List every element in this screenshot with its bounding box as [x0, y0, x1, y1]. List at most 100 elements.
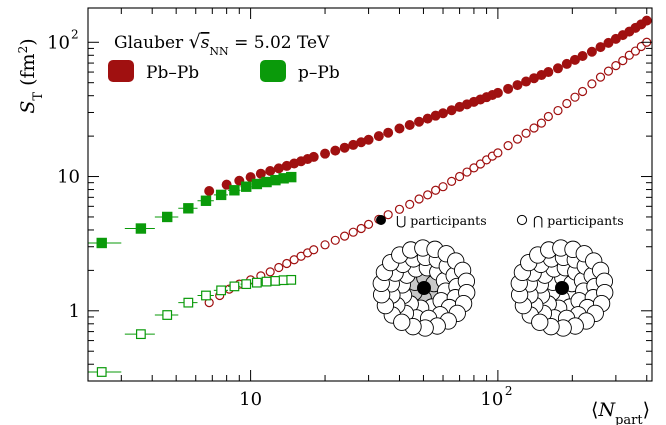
data-point [261, 176, 272, 188]
x-tick-exponent: 2 [505, 384, 513, 398]
data-point [282, 258, 292, 269]
y-tick-label: 10 [47, 32, 70, 53]
legend-swatch [108, 60, 134, 82]
data-point [529, 123, 539, 133]
x-axis-title: ⟨Npart⟩ [591, 399, 650, 425]
data-point [503, 140, 513, 151]
data-point [162, 310, 173, 320]
data-point [577, 86, 588, 97]
union-label: ⋃ participants [396, 213, 487, 228]
data-point [586, 46, 597, 57]
data-point [330, 145, 341, 156]
data-point [438, 182, 448, 192]
data-point [363, 134, 374, 145]
projectile-nucleon [555, 281, 569, 295]
nucleus [372, 239, 476, 337]
data-point [204, 186, 215, 197]
data-point [330, 235, 340, 245]
data-point [536, 118, 547, 128]
data-point [512, 134, 523, 144]
data-point [543, 111, 553, 122]
data-point [356, 223, 366, 234]
data-point [595, 42, 606, 53]
legend-swatch [260, 60, 286, 82]
data-point [552, 63, 563, 74]
plot-frame [87, 7, 653, 382]
data-point [595, 72, 606, 82]
data-point [286, 171, 297, 183]
x-tick-label: 10 [480, 389, 503, 410]
data-point [447, 176, 457, 186]
y-tick-exponent: 2 [71, 27, 79, 41]
data-point [96, 237, 107, 249]
data-point [383, 210, 393, 220]
data-point [404, 120, 415, 131]
data-point [265, 165, 276, 176]
nucleus [510, 239, 614, 337]
data-point [255, 168, 266, 179]
data-point [561, 58, 572, 69]
y-axis-title: ST (fm2) [16, 38, 46, 113]
projectile-nucleon [417, 281, 431, 295]
y-tick-label: 10 [57, 167, 80, 188]
data-point [229, 185, 240, 196]
intersection-marker [516, 214, 528, 226]
data-point [618, 56, 628, 66]
nucleon-inset: ⋃ participants ⋂ participants [372, 213, 624, 337]
data-point [553, 105, 563, 116]
data-point [543, 67, 554, 78]
data-point [577, 51, 588, 62]
data-point [363, 219, 374, 230]
legend-label: Pb–Pb [146, 63, 199, 83]
data-point [274, 262, 284, 273]
data-point [454, 171, 465, 182]
data-point [265, 267, 275, 277]
legend-label: p–Pb [298, 63, 340, 83]
data-point [320, 240, 330, 250]
data-point [469, 163, 479, 173]
data-point [562, 98, 572, 109]
data-point [462, 167, 472, 177]
data-point [340, 231, 350, 241]
data-point [241, 279, 252, 290]
data-point [383, 127, 394, 138]
legend: Glauber √sNN = 5.02 TeV Pb–Pb p–Pb [108, 31, 340, 83]
data-point [309, 245, 319, 255]
union-marker [376, 215, 386, 225]
data-point [394, 123, 405, 134]
data-point [286, 274, 297, 285]
data-point [373, 131, 384, 142]
data-point [570, 92, 580, 102]
data-point [221, 179, 232, 190]
data-point [183, 297, 194, 308]
data-point [492, 87, 503, 98]
data-point [251, 277, 262, 288]
data-point [162, 211, 173, 223]
data-point [405, 199, 415, 210]
data-point [135, 329, 146, 340]
data-point [438, 108, 449, 119]
data-point [414, 194, 424, 204]
data-point [611, 61, 621, 71]
data-point [320, 148, 331, 159]
data-point [431, 185, 441, 195]
data-point [512, 80, 523, 91]
data-point [229, 281, 240, 292]
data-point [216, 285, 227, 296]
data-point [339, 142, 350, 153]
data-point [503, 83, 514, 94]
data-point [587, 79, 597, 89]
data-point [241, 181, 252, 192]
data-point [251, 178, 263, 190]
data-point [215, 189, 227, 201]
legend-header: Glauber √sNN = 5.02 TeV [114, 31, 330, 58]
plot-area [88, 15, 652, 377]
data-point [603, 66, 614, 76]
data-point [475, 159, 486, 169]
data-point [200, 195, 212, 206]
data-point [348, 227, 358, 237]
data-point [624, 50, 634, 60]
data-point [96, 367, 107, 377]
data-point [135, 223, 147, 234]
